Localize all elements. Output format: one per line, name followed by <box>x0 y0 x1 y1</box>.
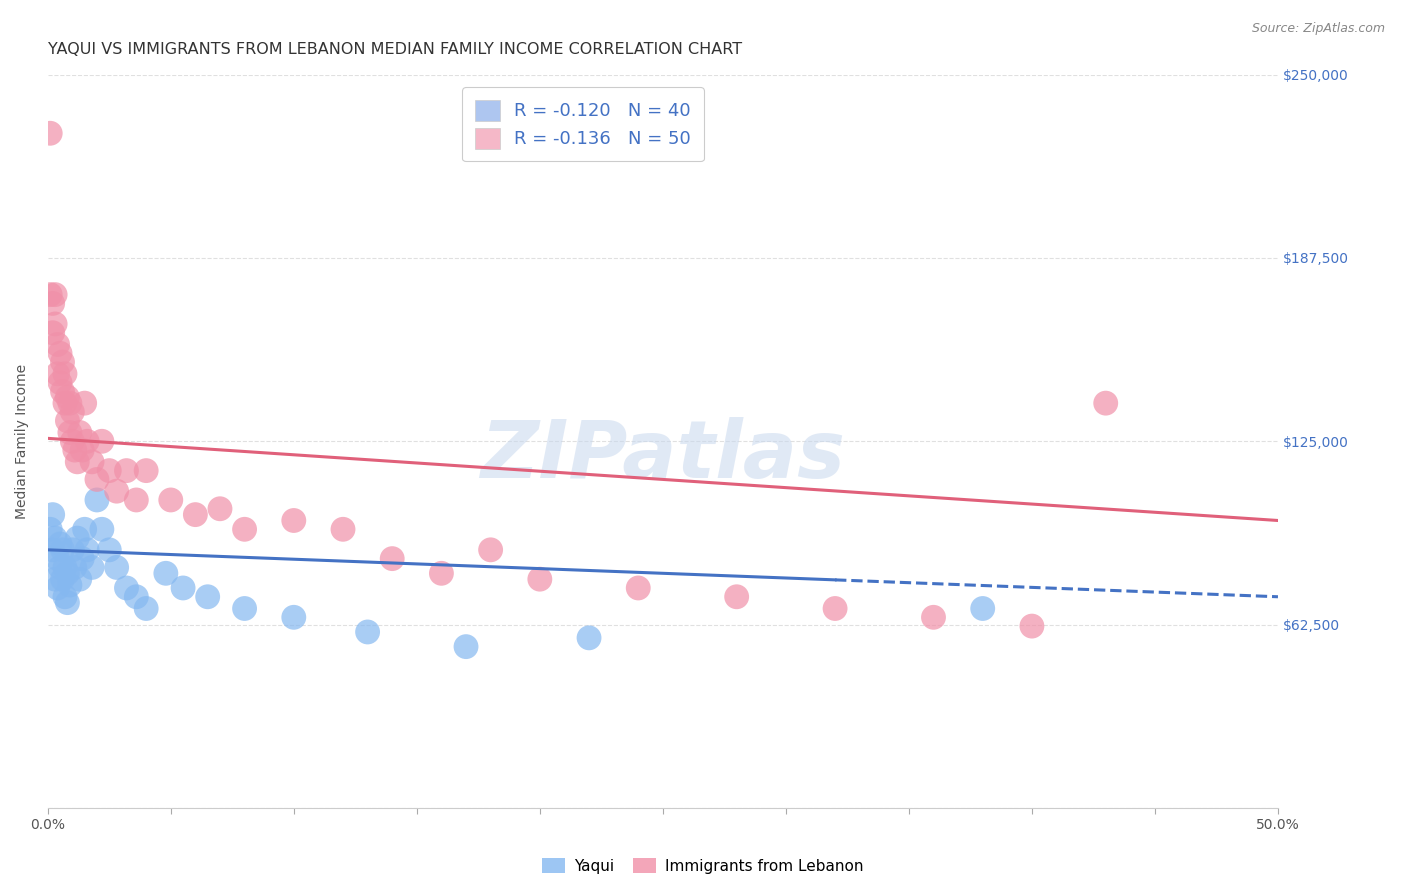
Point <box>1094 396 1116 410</box>
Point <box>59 425 82 440</box>
Text: Source: ZipAtlas.com: Source: ZipAtlas.com <box>1251 22 1385 36</box>
Point <box>59 396 82 410</box>
Point <box>53 560 76 574</box>
Point <box>44 572 66 586</box>
Point <box>60 405 83 419</box>
Point <box>155 566 177 581</box>
Point <box>283 610 305 624</box>
Point <box>41 296 63 310</box>
Point <box>41 542 63 557</box>
Point <box>90 434 112 449</box>
Point <box>479 542 502 557</box>
Legend: R = -0.120   N = 40, R = -0.136   N = 50: R = -0.120 N = 40, R = -0.136 N = 50 <box>463 87 704 161</box>
Point <box>76 434 98 449</box>
Point <box>56 596 79 610</box>
Point <box>46 337 69 351</box>
Point <box>578 631 600 645</box>
Point <box>49 376 72 390</box>
Point <box>49 537 72 551</box>
Point <box>80 560 103 574</box>
Point <box>56 390 79 404</box>
Point <box>90 522 112 536</box>
Point <box>1021 619 1043 633</box>
Point <box>51 572 73 586</box>
Point <box>529 572 551 586</box>
Point <box>46 551 69 566</box>
Point <box>184 508 207 522</box>
Point <box>53 396 76 410</box>
Point <box>46 367 69 381</box>
Point <box>73 396 96 410</box>
Point <box>172 581 194 595</box>
Text: ZIPatlas: ZIPatlas <box>481 417 845 495</box>
Point <box>98 542 121 557</box>
Point <box>125 492 148 507</box>
Point <box>63 443 86 458</box>
Point <box>66 531 89 545</box>
Point <box>41 508 63 522</box>
Point <box>105 484 128 499</box>
Point <box>125 590 148 604</box>
Point <box>60 434 83 449</box>
Point <box>159 492 181 507</box>
Point <box>56 414 79 428</box>
Point <box>233 601 256 615</box>
Point <box>69 572 91 586</box>
Point <box>56 566 79 581</box>
Point <box>725 590 748 604</box>
Point <box>381 551 404 566</box>
Point <box>70 443 93 458</box>
Point <box>51 542 73 557</box>
Point <box>51 355 73 369</box>
Point <box>66 455 89 469</box>
Legend: Yaqui, Immigrants from Lebanon: Yaqui, Immigrants from Lebanon <box>536 852 870 880</box>
Point <box>76 542 98 557</box>
Point <box>86 492 108 507</box>
Point <box>86 472 108 486</box>
Point <box>454 640 477 654</box>
Point <box>233 522 256 536</box>
Point <box>53 590 76 604</box>
Point <box>332 522 354 536</box>
Point <box>135 464 157 478</box>
Point <box>105 560 128 574</box>
Point <box>49 560 72 574</box>
Point <box>197 590 219 604</box>
Point <box>70 551 93 566</box>
Point <box>430 566 453 581</box>
Point <box>39 522 62 536</box>
Point <box>98 464 121 478</box>
Point <box>39 287 62 301</box>
Point <box>63 560 86 574</box>
Point <box>59 578 82 592</box>
Point <box>69 425 91 440</box>
Point <box>922 610 945 624</box>
Point <box>972 601 994 615</box>
Point <box>39 126 62 140</box>
Point <box>824 601 846 615</box>
Text: YAQUI VS IMMIGRANTS FROM LEBANON MEDIAN FAMILY INCOME CORRELATION CHART: YAQUI VS IMMIGRANTS FROM LEBANON MEDIAN … <box>48 42 742 57</box>
Point <box>627 581 650 595</box>
Point <box>44 531 66 545</box>
Point <box>73 522 96 536</box>
Y-axis label: Median Family Income: Median Family Income <box>15 364 30 519</box>
Point <box>51 384 73 399</box>
Point <box>283 514 305 528</box>
Point <box>41 326 63 340</box>
Point <box>208 501 231 516</box>
Point <box>44 287 66 301</box>
Point <box>115 464 138 478</box>
Point <box>46 581 69 595</box>
Point <box>135 601 157 615</box>
Point <box>53 367 76 381</box>
Point <box>44 317 66 331</box>
Point <box>49 346 72 360</box>
Point <box>60 542 83 557</box>
Point <box>356 624 378 639</box>
Point <box>115 581 138 595</box>
Point <box>80 455 103 469</box>
